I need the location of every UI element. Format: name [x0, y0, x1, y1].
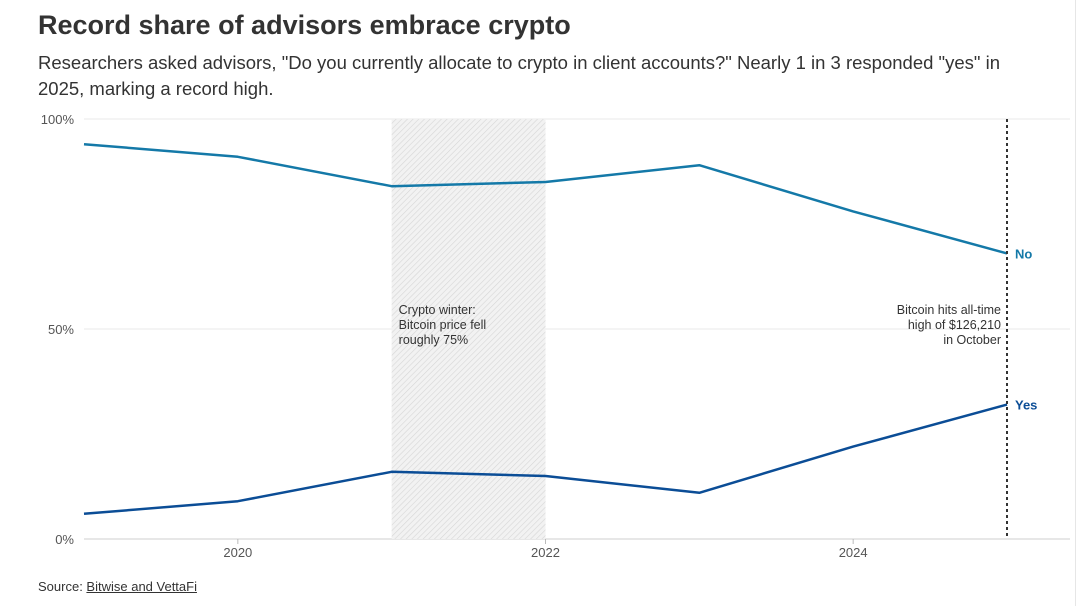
annotation-all-time-high: high of $126,210 [908, 318, 1001, 332]
annotation-crypto-winter: Crypto winter: [399, 303, 476, 317]
annotation-all-time-high: in October [943, 333, 1001, 347]
crypto-winter-shading [391, 119, 546, 539]
y-tick-label: 0% [55, 532, 74, 547]
series-label-yes: Yes [1015, 398, 1037, 413]
annotation-crypto-winter: Bitcoin price fell [399, 318, 487, 332]
y-tick-label: 50% [48, 322, 74, 337]
frame-edge [1075, 0, 1076, 606]
source-prefix: Source: [38, 579, 87, 594]
chart-subtitle: Researchers asked advisors, "Do you curr… [38, 52, 1001, 99]
chart-title: Record share of advisors embrace crypto [38, 10, 571, 40]
y-tick-label: 100% [41, 112, 75, 127]
annotation-crypto-winter: roughly 75% [399, 333, 469, 347]
x-tick-label: 2024 [839, 545, 868, 560]
x-tick-label: 2022 [531, 545, 560, 560]
x-tick-label: 2020 [223, 545, 252, 560]
source-note: Source: Bitwise and VettaFi [38, 579, 197, 594]
source-link[interactable]: Bitwise and VettaFi [86, 579, 197, 594]
annotation-all-time-high: Bitcoin hits all-time [897, 303, 1001, 317]
series-label-no: No [1015, 246, 1032, 261]
